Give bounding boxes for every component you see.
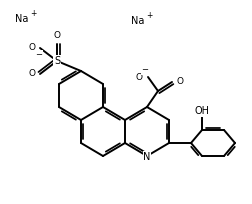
Text: O: O (53, 31, 60, 40)
Text: +: + (146, 10, 152, 20)
Text: +: + (30, 9, 36, 18)
Text: O: O (136, 72, 142, 82)
Text: N: N (143, 152, 151, 162)
Text: Na: Na (15, 14, 29, 24)
Text: −: − (142, 65, 148, 74)
Text: Na: Na (131, 16, 145, 26)
Text: O: O (28, 70, 36, 79)
Text: O: O (176, 78, 183, 86)
Text: OH: OH (195, 106, 209, 116)
Text: −: − (36, 51, 43, 60)
Text: O: O (28, 43, 36, 52)
Text: S: S (54, 56, 60, 66)
